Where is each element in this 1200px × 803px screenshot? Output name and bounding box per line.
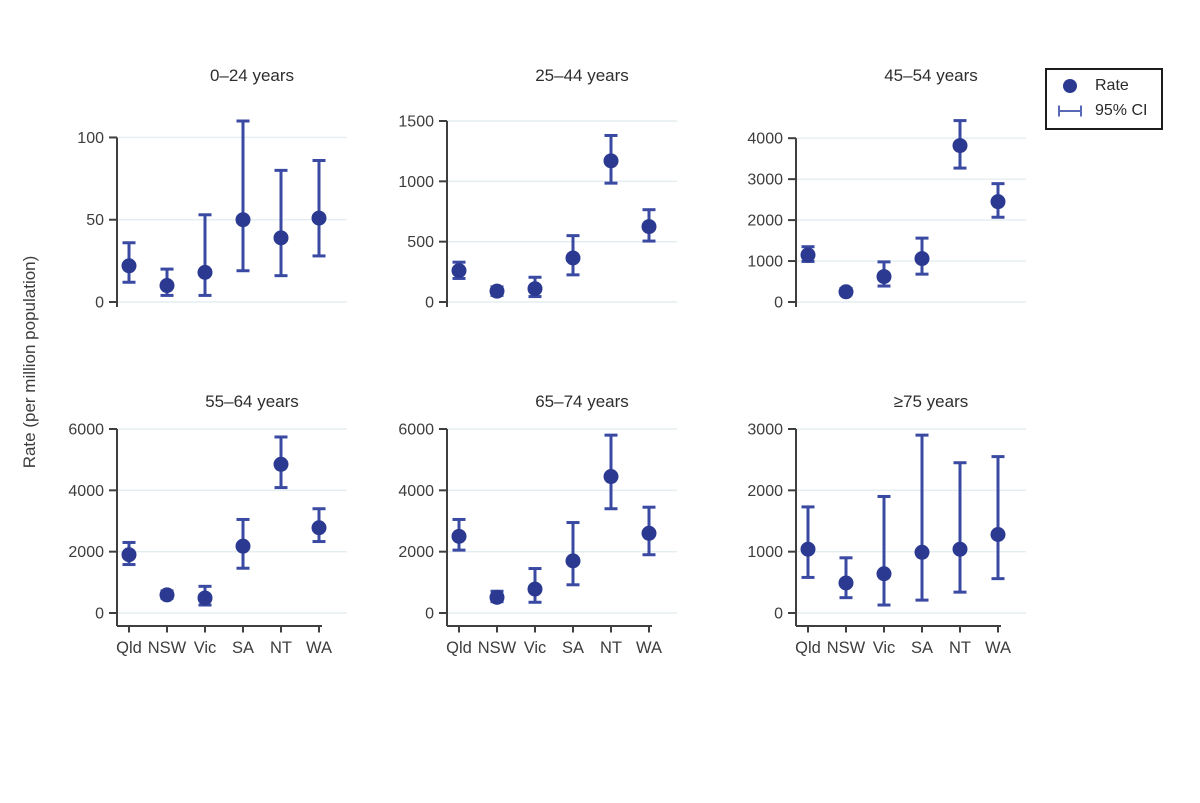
x-tick-label: NSW xyxy=(478,639,517,657)
rate-point xyxy=(197,264,213,280)
y-tick-label: 4000 xyxy=(68,483,104,500)
y-tick-label: 4000 xyxy=(747,131,783,148)
x-tick-label: Vic xyxy=(194,639,217,657)
x-tick-label: SA xyxy=(911,639,933,657)
panel-title: 45–54 years xyxy=(884,66,978,85)
x-tick-label: Qld xyxy=(795,639,821,657)
rate-point xyxy=(235,538,251,554)
y-tick-label: 0 xyxy=(774,295,783,312)
legend-item-rate: Rate xyxy=(1057,77,1151,95)
y-tick-label: 0 xyxy=(95,295,104,312)
panel-title: 0–24 years xyxy=(210,66,294,85)
legend-box: Rate 95% CI xyxy=(1045,68,1163,130)
x-tick-label: SA xyxy=(562,639,584,657)
chart-panel-6: ≥75 years 0 1000 2000 3000 Qld NSW Vic SA NT WA xyxy=(747,392,1026,657)
x-tick-label: WA xyxy=(306,639,332,657)
rate-point xyxy=(641,219,657,235)
y-tick-label: 2000 xyxy=(398,544,434,561)
rate-point xyxy=(838,284,854,300)
y-tick-label: 1500 xyxy=(398,114,434,131)
y-tick-label: 2000 xyxy=(68,544,104,561)
rate-point xyxy=(235,212,251,228)
rate-point xyxy=(952,541,968,557)
rate-point xyxy=(990,194,1006,210)
x-tick-label: Vic xyxy=(873,639,896,657)
x-tick-label: NT xyxy=(270,639,292,657)
chart-panel-5: 65–74 years 0 2000 4000 6000 Qld NSW Vic SA NT WA xyxy=(398,392,677,657)
rate-point xyxy=(800,541,816,557)
rate-point xyxy=(489,283,505,299)
y-tick-label: 6000 xyxy=(398,422,434,439)
rate-point xyxy=(914,544,930,560)
rate-point xyxy=(838,575,854,591)
rate-point xyxy=(311,210,327,226)
rate-point xyxy=(527,281,543,297)
y-tick-label: 100 xyxy=(77,130,104,147)
y-tick-label: 3000 xyxy=(747,422,783,439)
x-tick-label: WA xyxy=(985,639,1011,657)
rate-point xyxy=(451,528,467,544)
rate-point xyxy=(451,263,467,279)
rate-point xyxy=(565,553,581,569)
chart-panel-4: 55–64 years 0 2000 4000 6000 Qld NSW Vic SA NT WA xyxy=(68,392,347,657)
rate-point xyxy=(565,250,581,266)
rate-point xyxy=(990,526,1006,542)
panel-title: 65–74 years xyxy=(535,392,629,411)
rate-point xyxy=(311,520,327,536)
x-tick-label: NT xyxy=(600,639,622,657)
y-tick-label: 2000 xyxy=(747,213,783,230)
y-tick-label: 1000 xyxy=(747,544,783,561)
rate-point-icon xyxy=(1057,78,1083,94)
x-tick-label: Qld xyxy=(116,639,142,657)
x-tick-label: Qld xyxy=(446,639,472,657)
chart-panel-2: 25–44 years 0 500 1000 1500 xyxy=(398,66,677,312)
y-tick-label: 1000 xyxy=(398,174,434,191)
rate-point xyxy=(489,589,505,605)
legend-ci-label: 95% CI xyxy=(1095,102,1148,119)
rate-point xyxy=(273,456,289,472)
legend-rate-label: Rate xyxy=(1095,77,1129,94)
rate-point xyxy=(914,251,930,267)
rate-point xyxy=(603,469,619,485)
legend-item-ci: 95% CI xyxy=(1057,102,1151,120)
chart-panel-3: 45–54 years 0 1000 2000 3000 4000 xyxy=(747,66,1026,312)
x-tick-label: Vic xyxy=(524,639,547,657)
y-tick-label: 3000 xyxy=(747,172,783,189)
y-tick-label: 0 xyxy=(95,606,104,623)
rate-point xyxy=(952,138,968,154)
rate-point xyxy=(641,525,657,541)
x-tick-label: NT xyxy=(949,639,971,657)
rate-point xyxy=(876,269,892,285)
rate-point xyxy=(800,247,816,263)
rate-point xyxy=(603,153,619,169)
rate-point xyxy=(876,566,892,582)
y-axis-label: Rate (per million population) xyxy=(20,255,39,469)
chart-panel-1: 0–24 years 0 50 100 xyxy=(77,66,347,312)
rate-point xyxy=(527,581,543,597)
panel-title: ≥75 years xyxy=(894,392,969,411)
y-tick-label: 6000 xyxy=(68,422,104,439)
y-tick-label: 4000 xyxy=(398,483,434,500)
rate-point xyxy=(121,547,137,563)
rate-point xyxy=(121,258,137,274)
rate-point xyxy=(159,278,175,294)
y-tick-label: 500 xyxy=(407,234,434,251)
y-tick-label: 1000 xyxy=(747,254,783,271)
y-tick-label: 0 xyxy=(425,606,434,623)
y-tick-label: 0 xyxy=(425,295,434,312)
y-tick-label: 2000 xyxy=(747,483,783,500)
x-tick-label: WA xyxy=(636,639,662,657)
rate-point xyxy=(273,230,289,246)
panel-title: 55–64 years xyxy=(205,392,299,411)
error-bar-icon xyxy=(1057,104,1083,118)
rate-point xyxy=(197,590,213,606)
x-tick-label: NSW xyxy=(827,639,866,657)
y-tick-label: 50 xyxy=(86,212,104,229)
panel-title: 25–44 years xyxy=(535,66,629,85)
x-tick-label: SA xyxy=(232,639,254,657)
x-tick-label: NSW xyxy=(148,639,187,657)
y-tick-label: 0 xyxy=(774,606,783,623)
rate-point xyxy=(159,587,175,603)
